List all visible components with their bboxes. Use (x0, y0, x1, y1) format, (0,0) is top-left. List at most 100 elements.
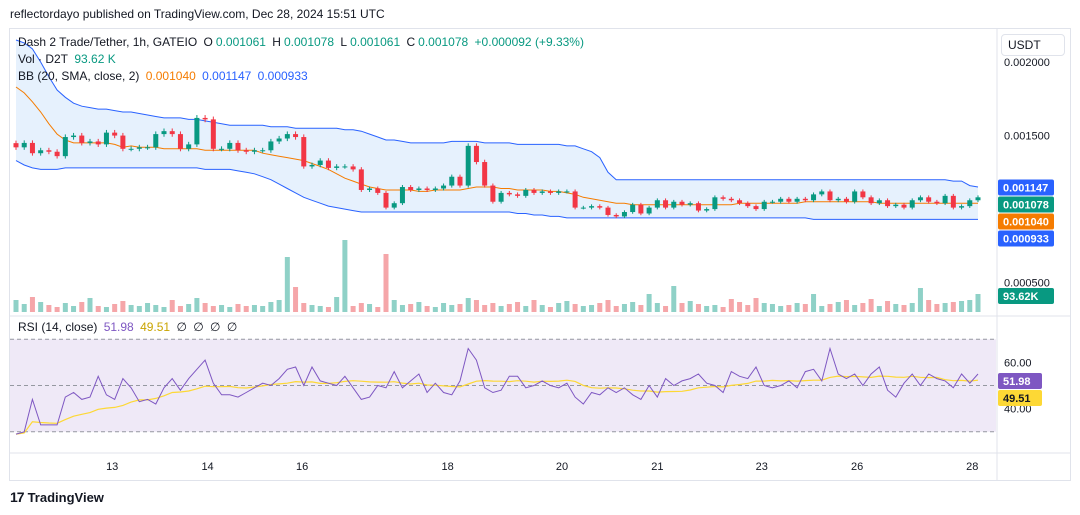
volume-bar-33 (284, 257, 290, 312)
price-tags: 0.001147 0.001078 0.001040 0.000933 93.62K 51… (998, 179, 1054, 406)
rsi-label[interactable]: RSI (14, close) (18, 320, 98, 334)
candle-body-29 (251, 150, 257, 152)
candle-116 (967, 198, 973, 208)
volume-bar-83 (695, 304, 701, 312)
volume-bar-20 (177, 306, 183, 312)
candle-9 (87, 138, 93, 146)
candle-body-46 (391, 203, 397, 208)
volume-bar-7 (71, 306, 77, 312)
published-caption: reflectordayo published on TradingView.c… (10, 7, 385, 21)
candle-body-58 (490, 185, 496, 202)
candle-body-61 (515, 194, 521, 196)
candle-body-44 (375, 188, 381, 193)
bb-upper-value: 0.001147 (202, 69, 252, 83)
volume-bar-100 (835, 302, 841, 312)
candle-body-91 (761, 201, 767, 210)
candle-body-64 (539, 191, 545, 193)
rsi-line (15, 346, 979, 435)
candle-90 (753, 204, 759, 211)
candle-110 (917, 195, 923, 203)
candle-body-88 (737, 200, 743, 204)
candle-105 (876, 198, 882, 206)
candle-body-81 (679, 201, 685, 205)
volume-bar-65 (547, 307, 553, 312)
candle-body-50 (424, 188, 430, 190)
candle-body-101 (843, 198, 849, 202)
price-tag-1: 0.001078 (998, 196, 1054, 213)
candle-61 (515, 192, 521, 198)
candle-body-31 (268, 141, 274, 151)
candle-body-112 (934, 201, 940, 204)
volume-bar-102 (852, 305, 858, 312)
candle-body-110 (917, 197, 923, 201)
candle-body-4 (46, 150, 52, 152)
bb-upper-line (15, 39, 979, 188)
candle-body-41 (350, 166, 356, 170)
volume-bar-62 (523, 306, 529, 312)
price-tag-0-text: 0.001147 (1003, 182, 1048, 194)
candle-14 (128, 146, 134, 152)
candle-20 (177, 131, 183, 152)
candle-26 (227, 140, 233, 152)
volume-bar-47 (399, 305, 405, 312)
volume-bar-82 (687, 301, 693, 312)
candle-4 (46, 147, 52, 155)
bb-label[interactable]: BB (20, SMA, close, 2) (18, 69, 140, 83)
candle-35 (301, 134, 307, 169)
candle-56 (473, 143, 479, 165)
volume-bar-74 (621, 304, 627, 312)
volume-bar-106 (885, 301, 891, 312)
candle-51 (432, 186, 438, 192)
candle-1 (21, 140, 27, 150)
candle-86 (720, 195, 726, 201)
volume-bar-97 (811, 294, 817, 312)
candle-body-7 (71, 135, 77, 138)
candle-body-80 (671, 201, 677, 208)
candle-body-65 (547, 191, 553, 193)
candle-60 (506, 190, 512, 197)
volume-bar-11 (103, 307, 109, 312)
candle-body-74 (621, 212, 627, 217)
rsi-empty-1: ∅ (176, 320, 187, 334)
candle-117 (975, 195, 981, 203)
candle-100 (835, 196, 841, 203)
grid (10, 29, 1070, 480)
volume-bar-85 (712, 305, 718, 312)
symbol-title[interactable]: Dash 2 Trade/Tether, 1h, GATEIO (18, 35, 198, 49)
volume-bar-40 (342, 240, 348, 312)
low-value: 0.001061 (350, 35, 401, 49)
volume-bar-56 (473, 300, 479, 312)
candle-body-83 (695, 203, 701, 211)
candle-body-47 (399, 187, 405, 204)
volume-bar-12 (112, 304, 118, 312)
volume-bar-44 (375, 307, 381, 312)
candle-body-86 (720, 197, 726, 199)
time-tick-label-8: 28 (966, 461, 978, 473)
price-tag-1-text: 0.001078 (1003, 199, 1049, 211)
candle-34 (293, 131, 299, 140)
volume-bar-54 (457, 304, 463, 312)
volume-bar-107 (893, 304, 899, 312)
candle-body-73 (613, 214, 619, 217)
candle-body-6 (62, 137, 68, 157)
volume-bar-84 (704, 306, 710, 312)
volume-label[interactable]: Vol · D2T (18, 52, 69, 66)
volume-bar-10 (95, 306, 101, 312)
candle-body-38 (325, 160, 331, 168)
volume-bar-34 (293, 287, 299, 312)
candle-body-14 (128, 148, 134, 150)
rsi-empty-4: ∅ (226, 320, 238, 334)
candle-6 (62, 134, 68, 159)
volume-bar-61 (515, 302, 521, 312)
candle-body-33 (284, 134, 290, 139)
candle-76 (638, 202, 644, 216)
tradingview-logo[interactable]: 17 TradingView (10, 489, 104, 505)
volume-bar-23 (202, 303, 208, 312)
currency-button[interactable]: USDT (1001, 34, 1065, 56)
rsi-value: 51.98 (103, 320, 134, 334)
high-label: H (272, 35, 281, 49)
volume-bar-68 (572, 304, 578, 312)
bb-fill (16, 40, 978, 220)
volume-bar-69 (580, 306, 586, 312)
